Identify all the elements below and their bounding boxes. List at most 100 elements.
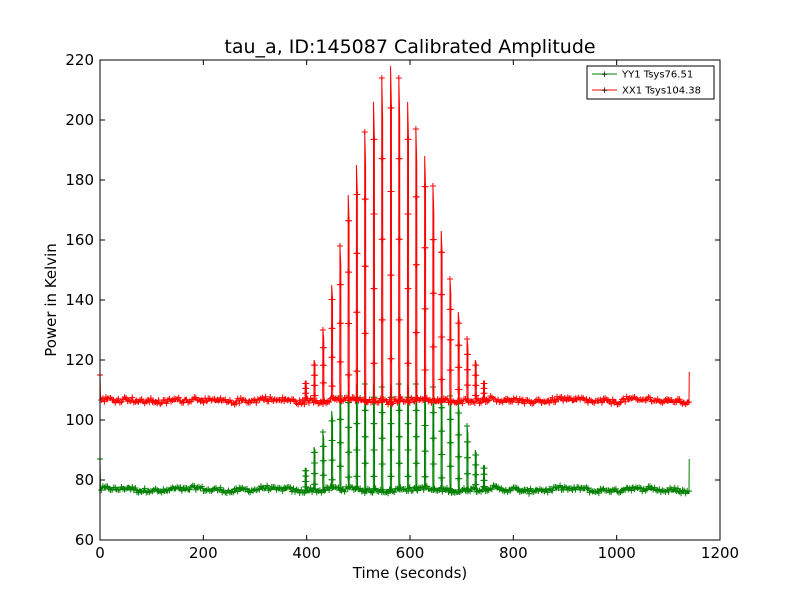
data-point bbox=[303, 478, 310, 485]
data-point bbox=[346, 424, 353, 431]
data-point bbox=[329, 325, 336, 332]
data-point bbox=[465, 470, 472, 477]
data-point bbox=[362, 407, 369, 414]
data-point bbox=[346, 269, 353, 276]
data-point bbox=[447, 416, 454, 423]
data-point bbox=[549, 394, 556, 401]
data-point bbox=[303, 467, 310, 474]
data-point bbox=[362, 433, 369, 440]
data-point bbox=[628, 487, 635, 494]
data-point bbox=[312, 392, 319, 399]
data-point bbox=[464, 366, 471, 373]
data-point bbox=[383, 398, 390, 405]
data-point bbox=[371, 473, 378, 480]
data-point bbox=[307, 484, 314, 491]
data-point bbox=[544, 489, 551, 496]
data-point bbox=[430, 343, 437, 350]
data-point bbox=[129, 483, 136, 490]
data-point bbox=[312, 372, 319, 379]
data-point bbox=[429, 183, 436, 189]
data-point bbox=[253, 399, 260, 406]
data-point bbox=[312, 470, 319, 477]
data-point bbox=[236, 400, 243, 407]
data-point bbox=[102, 394, 109, 401]
data-point bbox=[329, 437, 336, 444]
data-point bbox=[439, 488, 446, 495]
data-point bbox=[422, 448, 429, 455]
data-point bbox=[447, 336, 454, 343]
data-point bbox=[337, 320, 344, 327]
data-point bbox=[598, 486, 605, 493]
data-point bbox=[405, 473, 412, 480]
data-point bbox=[141, 485, 148, 492]
data-point bbox=[524, 486, 531, 493]
data-point bbox=[686, 488, 692, 495]
data-point bbox=[320, 457, 327, 464]
data-point bbox=[188, 483, 195, 490]
data-point bbox=[391, 489, 398, 496]
data-point bbox=[354, 473, 361, 480]
data-point bbox=[203, 487, 210, 494]
data-point bbox=[549, 487, 556, 494]
data-point bbox=[346, 474, 353, 481]
data-point bbox=[405, 447, 412, 453]
data-point bbox=[379, 409, 386, 416]
data-point bbox=[473, 382, 480, 389]
data-point bbox=[303, 473, 310, 480]
data-point bbox=[123, 394, 130, 401]
data-point bbox=[422, 422, 429, 429]
data-point bbox=[456, 320, 463, 327]
data-point bbox=[443, 395, 450, 402]
y-tick-label: 80 bbox=[75, 471, 94, 489]
data-point bbox=[430, 435, 437, 442]
data-point bbox=[396, 316, 403, 323]
data-point bbox=[375, 399, 382, 406]
data-point bbox=[329, 296, 336, 303]
data-point bbox=[686, 399, 692, 405]
data-point bbox=[385, 490, 392, 497]
data-point bbox=[515, 399, 522, 406]
data-point bbox=[443, 485, 450, 492]
data-point bbox=[609, 396, 616, 403]
data-point bbox=[422, 183, 429, 190]
data-point bbox=[405, 360, 412, 367]
data-point bbox=[313, 397, 320, 404]
data-point bbox=[406, 399, 413, 406]
data-point bbox=[423, 395, 430, 402]
data-point bbox=[488, 486, 495, 493]
data-point bbox=[261, 397, 268, 404]
data-point bbox=[337, 416, 344, 423]
data-point bbox=[595, 490, 602, 497]
data-point bbox=[412, 483, 419, 490]
data-point bbox=[396, 433, 403, 440]
data-point bbox=[132, 485, 139, 492]
data-point bbox=[405, 285, 412, 292]
x-tick-label: 1000 bbox=[598, 544, 636, 562]
data-point bbox=[557, 482, 564, 489]
data-point bbox=[320, 362, 327, 369]
data-point bbox=[481, 465, 488, 472]
data-point bbox=[392, 395, 399, 402]
data-point bbox=[329, 383, 336, 390]
data-point bbox=[389, 400, 396, 407]
data-point bbox=[357, 485, 364, 492]
data-point bbox=[362, 460, 369, 467]
data-point bbox=[406, 484, 413, 491]
data-point bbox=[473, 451, 480, 458]
data-point bbox=[388, 355, 395, 362]
data-point bbox=[154, 400, 161, 407]
data-point bbox=[337, 281, 344, 288]
data-point bbox=[439, 333, 446, 340]
y-tick-label: 140 bbox=[65, 291, 94, 309]
data-point bbox=[369, 489, 376, 496]
data-point bbox=[337, 463, 344, 470]
data-point bbox=[437, 484, 444, 491]
data-point bbox=[396, 236, 403, 243]
plot-area: 0 200 400 600 800 1000 1200 60 80 100 120 140 160 180… bbox=[65, 51, 739, 562]
data-point bbox=[295, 401, 302, 408]
data-point bbox=[439, 474, 446, 481]
data-point bbox=[447, 439, 454, 446]
data-point bbox=[320, 344, 327, 351]
data-point bbox=[199, 483, 206, 490]
data-point bbox=[312, 459, 319, 466]
